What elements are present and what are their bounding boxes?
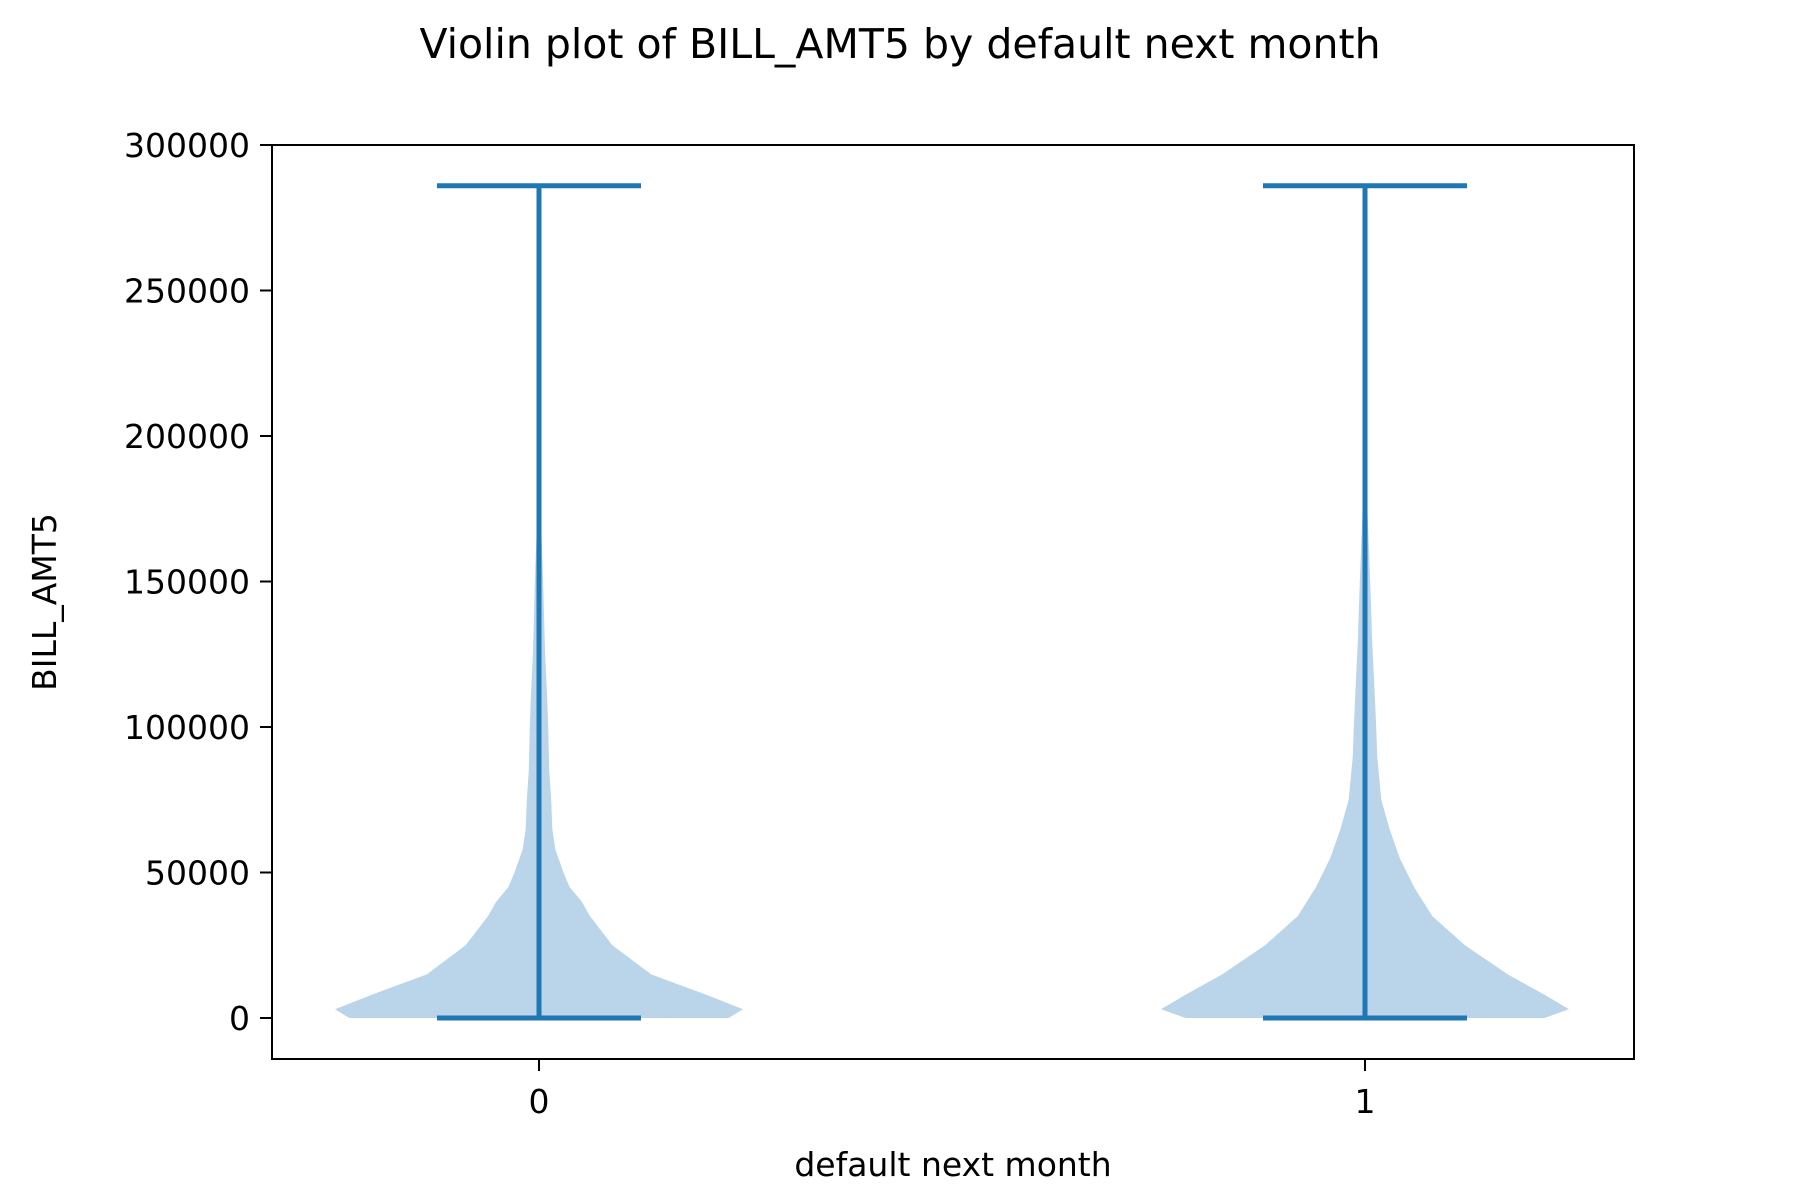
y-tick-label: 200000 (124, 417, 250, 456)
y-tick-label: 0 (229, 999, 250, 1038)
x-axis-label: default next month (794, 1145, 1111, 1184)
axes-frame (271, 144, 1635, 1060)
y-tick-label: 100000 (124, 708, 250, 747)
y-axis: 0 50000 100000 150000 200000 250000 300000 (124, 126, 272, 1038)
x-tick-label: 1 (1355, 1082, 1376, 1121)
violin-0 (335, 183, 743, 1021)
y-axis-label: BILL_AMT5 (25, 513, 64, 691)
y-tick-label: 250000 (124, 272, 250, 311)
y-tick-label: 150000 (124, 563, 250, 602)
violin-1 (1161, 183, 1569, 1021)
x-tick-label: 0 (529, 1082, 550, 1121)
y-tick-label: 300000 (124, 126, 250, 165)
plot-area (335, 183, 1569, 1021)
y-tick-label: 50000 (145, 854, 250, 893)
chart-title: Violin plot of BILL_AMT5 by default next… (419, 20, 1380, 68)
